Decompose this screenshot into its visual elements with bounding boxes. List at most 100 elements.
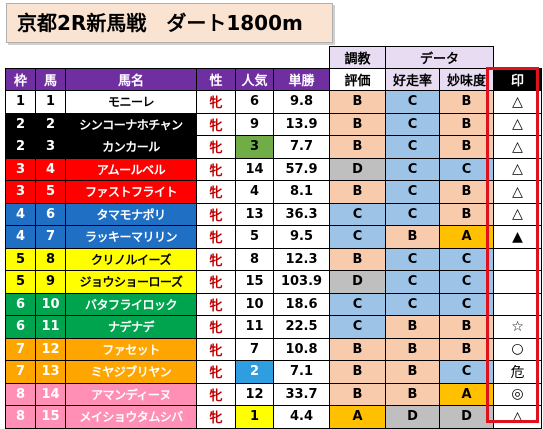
header-uma: 馬 [35, 68, 66, 91]
training-grade: B [329, 180, 386, 204]
horse-name: バタフライロック [65, 292, 197, 316]
popularity: 6 [235, 90, 274, 114]
value-grade: D [439, 405, 494, 429]
horse-number: 2 [35, 112, 66, 136]
horse-sex: 牝 [196, 157, 236, 181]
popularity: 4 [235, 180, 274, 204]
prediction-mark: ▲ [493, 225, 542, 249]
horse-sex: 牝 [196, 270, 236, 294]
popularity: 9 [235, 112, 274, 136]
success-rate-grade: D [385, 405, 440, 429]
horse-number: 1 [35, 90, 66, 114]
horse-name: カンカール [65, 135, 197, 159]
training-grade: B [329, 382, 386, 406]
horse-name: メイショウタムシバ [65, 405, 197, 429]
horse-number: 4 [35, 157, 66, 181]
horse-sex: 牝 [196, 202, 236, 226]
value-grade: B [439, 180, 494, 204]
win-odds: 12.3 [273, 247, 330, 271]
popularity: 14 [235, 157, 274, 181]
training-grade: B [329, 337, 386, 361]
horse-name: アマンディーヌ [65, 382, 197, 406]
training-grade: D [329, 157, 386, 181]
horse-number: 13 [35, 360, 66, 384]
horse-number: 12 [35, 337, 66, 361]
success-rate-grade: C [385, 157, 440, 181]
prediction-mark: △ [493, 157, 542, 181]
value-grade: B [439, 112, 494, 136]
waku-number: 8 [5, 382, 36, 406]
success-rate-grade: B [385, 382, 440, 406]
prediction-mark [493, 270, 542, 294]
horse-number: 3 [35, 135, 66, 159]
popularity: 1 [235, 405, 274, 429]
horse-name: ジョウショーローズ [65, 270, 197, 294]
header-odds: 単勝 [273, 68, 330, 91]
value-grade: B [439, 135, 494, 159]
horse-number: 6 [35, 202, 66, 226]
header-chokyo-top: 調教 [329, 46, 386, 69]
horse-sex: 牝 [196, 247, 236, 271]
prediction-mark: ○ [493, 337, 542, 361]
horse-name: アムールベル [65, 157, 197, 181]
header-chokyo-bottom: 評価 [329, 68, 386, 91]
horse-number: 14 [35, 382, 66, 406]
value-grade: B [439, 337, 494, 361]
success-rate-grade: B [385, 315, 440, 339]
win-odds: 9.8 [273, 90, 330, 114]
waku-number: 3 [5, 157, 36, 181]
popularity: 12 [235, 382, 274, 406]
horse-number: 7 [35, 225, 66, 249]
training-grade: B [329, 90, 386, 114]
prediction-mark: △ [493, 202, 542, 226]
horse-sex: 牝 [196, 360, 236, 384]
header-mimido: 妙味度 [439, 68, 494, 91]
win-odds: 22.5 [273, 315, 330, 339]
popularity: 7 [235, 337, 274, 361]
horse-number: 8 [35, 247, 66, 271]
win-odds: 10.8 [273, 337, 330, 361]
value-grade: C [439, 292, 494, 316]
popularity: 10 [235, 292, 274, 316]
value-grade: B [439, 315, 494, 339]
waku-number: 3 [5, 180, 36, 204]
success-rate-grade: C [385, 202, 440, 226]
prediction-mark: ◎ [493, 382, 542, 406]
race-title: 京都2R新馬戦 ダート1800m [6, 3, 333, 43]
prediction-mark: △ [493, 90, 542, 114]
horse-sex: 牝 [196, 337, 236, 361]
popularity: 15 [235, 270, 274, 294]
success-rate-grade: B [385, 225, 440, 249]
win-odds: 33.7 [273, 382, 330, 406]
value-grade: C [439, 247, 494, 271]
training-grade: B [329, 135, 386, 159]
prediction-mark: △ [493, 405, 542, 429]
success-rate-grade: C [385, 135, 440, 159]
success-rate-grade: C [385, 270, 440, 294]
success-rate-grade: B [385, 360, 440, 384]
prediction-mark: △ [493, 180, 542, 204]
horse-number: 15 [35, 405, 66, 429]
value-grade: A [439, 382, 494, 406]
win-odds: 57.9 [273, 157, 330, 181]
horse-number: 5 [35, 180, 66, 204]
horse-sex: 牝 [196, 90, 236, 114]
popularity: 5 [235, 225, 274, 249]
win-odds: 9.5 [273, 225, 330, 249]
horse-sex: 牝 [196, 225, 236, 249]
prediction-mark [493, 247, 542, 271]
prediction-mark: △ [493, 112, 542, 136]
horse-name: ナデナデ [65, 315, 197, 339]
training-grade: B [329, 360, 386, 384]
horse-name: クリノルイーズ [65, 247, 197, 271]
training-grade: B [329, 247, 386, 271]
horse-name: ファセット [65, 337, 197, 361]
training-grade: A [329, 405, 386, 429]
win-odds: 4.4 [273, 405, 330, 429]
win-odds: 7.1 [273, 360, 330, 384]
success-rate-grade: B [385, 337, 440, 361]
horse-sex: 牝 [196, 135, 236, 159]
header-sex: 性 [196, 68, 236, 91]
popularity: 8 [235, 247, 274, 271]
popularity: 13 [235, 202, 274, 226]
